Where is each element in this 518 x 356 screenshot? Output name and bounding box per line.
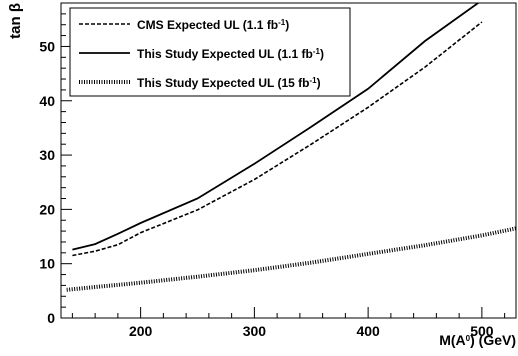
y-axis-label: tan β: [7, 3, 24, 39]
x-tick-label: 300: [243, 323, 267, 339]
x-tick-label: 400: [356, 323, 380, 339]
plot-frame: [60, 2, 517, 319]
y-tick-label: 30: [39, 147, 55, 163]
legend-label-2: This Study Expected UL (1.1 fb-1): [137, 47, 324, 62]
legend-label-1: CMS Expected UL (1.1 fb-1): [137, 18, 289, 33]
series-line-2: [72, 3, 480, 251]
y-tick-label: 10: [39, 256, 55, 272]
x-tick-label: 200: [129, 323, 153, 339]
y-tick-label: 20: [39, 201, 55, 217]
legend-label-3: This Study Expected UL (15 fb-1): [137, 76, 321, 91]
x-tick-label: 500: [470, 323, 494, 339]
y-tick-label: 0: [47, 310, 55, 326]
y-tick-label: 40: [39, 93, 55, 109]
y-tick-label: 50: [39, 38, 55, 54]
series-line-3: [66, 226, 516, 292]
x-axis-label: M(A0) (GeV): [439, 332, 516, 348]
series-line-1: [72, 21, 483, 257]
